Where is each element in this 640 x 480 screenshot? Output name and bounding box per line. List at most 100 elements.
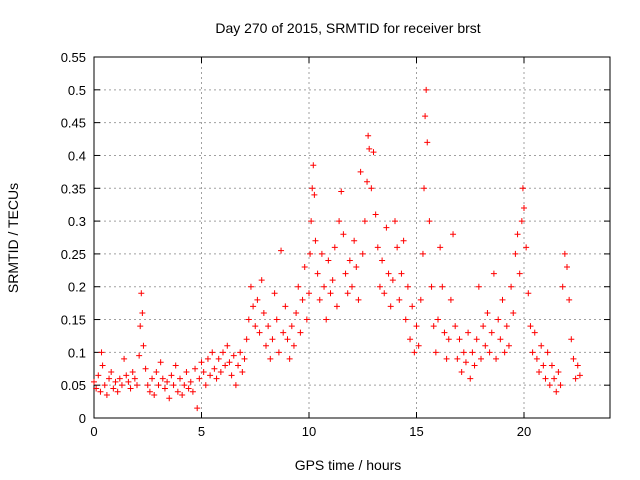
data-point — [192, 365, 199, 372]
data-point — [372, 211, 379, 218]
data-point — [217, 369, 224, 376]
data-point — [407, 336, 414, 343]
data-point — [465, 329, 472, 336]
data-point — [159, 375, 166, 382]
data-point — [137, 323, 144, 330]
data-point — [170, 382, 177, 389]
data-point — [475, 283, 482, 290]
data-point — [572, 375, 579, 382]
grid — [94, 57, 610, 418]
data-point — [493, 355, 500, 362]
data-point — [555, 369, 562, 376]
data-point — [518, 218, 525, 225]
data-point — [144, 382, 151, 389]
data-point — [533, 355, 540, 362]
data-point — [327, 290, 334, 297]
data-point — [508, 283, 515, 290]
data-point — [235, 362, 242, 369]
data-point — [321, 283, 328, 290]
data-point — [187, 378, 194, 385]
data-point — [574, 362, 581, 369]
x-tick-label: 20 — [517, 424, 531, 439]
x-axis-label: GPS time / hours — [295, 457, 402, 473]
data-point — [112, 378, 119, 385]
data-point — [346, 257, 353, 264]
data-point — [299, 296, 306, 303]
data-point — [149, 375, 156, 382]
data-point — [546, 382, 553, 389]
data-point — [370, 149, 377, 156]
data-point — [114, 388, 121, 395]
data-point — [250, 303, 257, 310]
data-point — [215, 355, 222, 362]
data-point — [490, 270, 497, 277]
data-point — [423, 86, 430, 93]
data-point — [454, 355, 461, 362]
data-point — [548, 362, 555, 369]
data-point — [209, 349, 216, 356]
data-point — [241, 355, 248, 362]
data-point — [428, 283, 435, 290]
y-tick-label: 0.45 — [61, 116, 86, 131]
data-point — [353, 264, 360, 271]
data-point — [400, 237, 407, 244]
data-point — [340, 231, 347, 238]
data-point — [138, 290, 145, 297]
data-point — [385, 270, 392, 277]
data-point — [411, 349, 418, 356]
data-point — [301, 264, 308, 271]
data-point — [383, 224, 390, 231]
data-point — [110, 385, 117, 392]
data-point — [430, 323, 437, 330]
data-point — [196, 375, 203, 382]
data-point — [445, 336, 452, 343]
data-point — [271, 290, 278, 297]
data-point — [161, 385, 168, 392]
data-point — [256, 329, 263, 336]
data-point — [307, 250, 314, 257]
data-point — [469, 349, 476, 356]
data-point — [211, 365, 218, 372]
data-point — [419, 250, 426, 257]
data-point — [189, 388, 196, 395]
y-tick-label: 0.05 — [61, 378, 86, 393]
data-point — [123, 372, 130, 379]
data-point — [247, 283, 254, 290]
data-point — [282, 303, 289, 310]
data-point — [183, 369, 190, 376]
data-point — [514, 231, 521, 238]
data-point — [374, 244, 381, 251]
data-point — [421, 185, 428, 192]
data-point — [473, 336, 480, 343]
data-point — [254, 296, 261, 303]
data-point — [570, 355, 577, 362]
data-point — [166, 395, 173, 402]
data-point — [297, 329, 304, 336]
data-point — [364, 178, 371, 185]
x-tick-label: 15 — [409, 424, 423, 439]
data-point — [336, 218, 343, 225]
data-point — [467, 375, 474, 382]
data-point — [230, 352, 237, 359]
data-point — [527, 323, 534, 330]
y-tick-label: 0.2 — [68, 280, 86, 295]
data-point — [263, 342, 269, 349]
data-point — [510, 309, 517, 316]
data-point — [93, 385, 100, 392]
data-point — [222, 362, 229, 369]
data-point — [486, 349, 493, 356]
data-point — [293, 309, 300, 316]
data-point — [265, 323, 272, 330]
data-point — [106, 375, 113, 382]
data-point — [568, 336, 575, 343]
data-point — [553, 388, 560, 395]
data-point — [331, 244, 338, 251]
data-point — [220, 349, 226, 356]
data-point — [357, 168, 364, 175]
data-point — [551, 375, 558, 382]
data-point — [153, 369, 160, 376]
data-point — [450, 231, 457, 238]
data-point — [376, 283, 383, 290]
data-point — [387, 303, 394, 310]
